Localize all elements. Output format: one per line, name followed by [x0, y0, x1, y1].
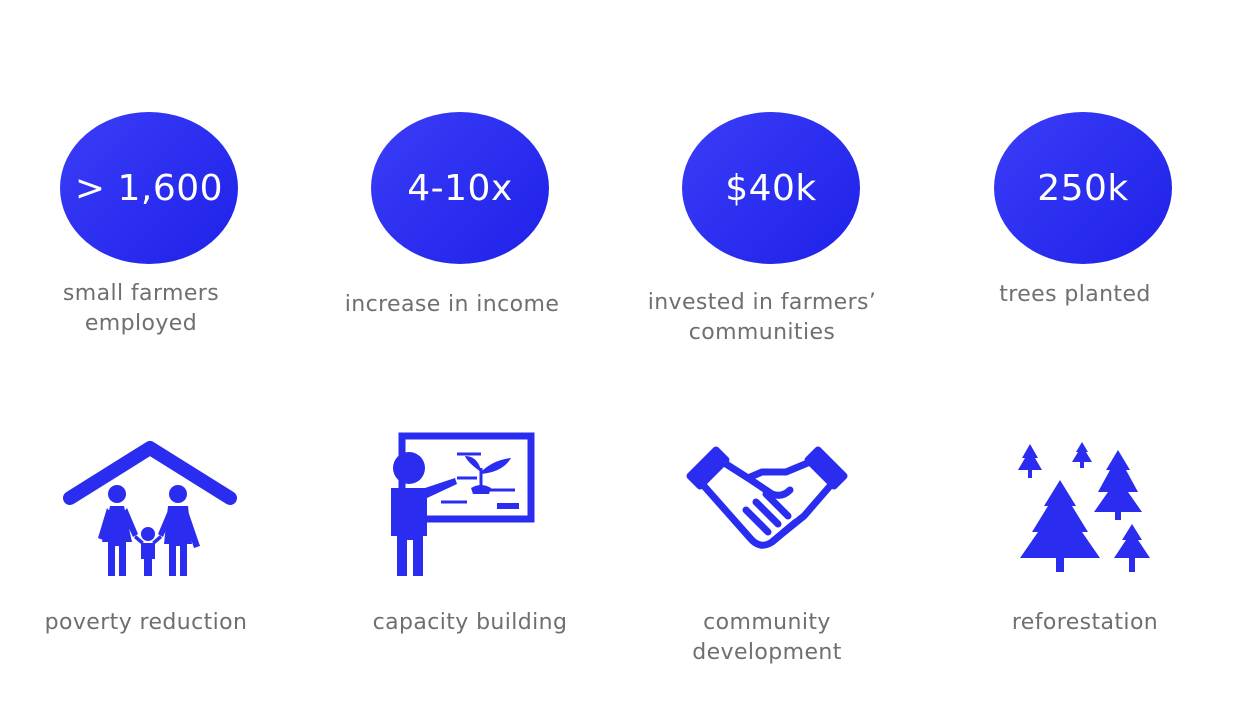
stat-caption-income: increase in income — [344, 292, 560, 317]
impact-caption-capacity: capacity building — [372, 610, 568, 635]
stat-circle-invested: $40k — [682, 112, 860, 264]
impact-caption-community: community development — [692, 610, 842, 665]
teacher-board-icon — [385, 432, 537, 580]
stat-value-income: 4-10x — [407, 167, 513, 209]
stat-caption-trees: trees planted — [999, 282, 1151, 307]
impact-caption-poverty: poverty reduction — [44, 610, 248, 635]
stat-circle-farmers: > 1,600 — [60, 112, 238, 264]
stat-circle-income: 4-10x — [371, 112, 549, 264]
family-house-icon — [60, 438, 240, 580]
stat-caption-invested: invested in farmers’ communities — [647, 290, 877, 345]
stat-circle-trees: 250k — [994, 112, 1172, 264]
impact-caption-reforestation: reforestation — [1011, 610, 1159, 635]
handshake-icon — [686, 442, 848, 562]
trees-icon — [1016, 440, 1156, 580]
stat-value-invested: $40k — [725, 167, 817, 209]
stat-value-trees: 250k — [1037, 167, 1129, 209]
stat-value-farmers: > 1,600 — [74, 167, 224, 209]
stat-caption-farmers: small farmers employed — [62, 281, 220, 336]
